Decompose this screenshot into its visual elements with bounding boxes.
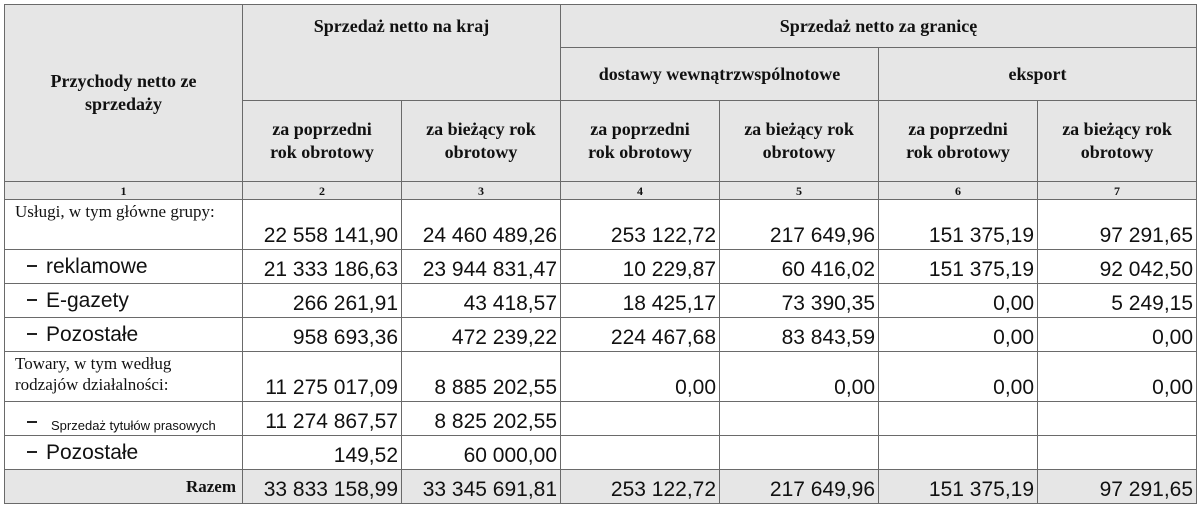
row-label-text: reklamowe: [46, 254, 148, 278]
table-cell: 10 229,87: [560, 249, 721, 284]
table-cell: 24 460 489,26: [400, 199, 562, 250]
table-cell: 217 649,96: [719, 199, 880, 250]
total-cell: 253 122,72: [560, 469, 721, 504]
export-prev-year-header: za poprzedni rok obrotowy: [878, 100, 1039, 182]
intra-eu-curr-year-header: za bieżący rok obrotowy: [719, 100, 880, 182]
dash-icon: [27, 264, 37, 267]
table-cell-empty: [560, 435, 721, 470]
table-cell: 224 467,68: [560, 317, 721, 352]
row-label-header: Przychody netto ze sprzedaży: [4, 4, 243, 182]
table-cell: 23 944 831,47: [400, 249, 562, 284]
row-label-text: E-gazety: [46, 288, 129, 312]
foreign-sales-header: Sprzedaż netto za granicę: [560, 4, 1198, 48]
total-cell: 151 375,19: [878, 469, 1039, 504]
column-number: 3: [400, 181, 562, 200]
table-row: Sprzedaż tytułów prasowych 11 274 867,57…: [4, 401, 1198, 436]
table-row: Pozostałe 149,52 60 000,00: [4, 435, 1198, 470]
column-number: 4: [560, 181, 721, 200]
table-cell: 0,00: [1037, 351, 1198, 402]
table-row: Pozostałe 958 693,36 472 239,22 224 467,…: [4, 317, 1198, 352]
table-cell: 97 291,65: [1037, 199, 1198, 250]
table-cell: 60 000,00: [400, 435, 562, 470]
table-cell: 958 693,36: [242, 317, 402, 352]
table-cell-empty: [1037, 435, 1198, 470]
table-cell-empty: [560, 401, 721, 436]
table-cell: 5 249,15: [1037, 283, 1198, 318]
row-label-text: Pozostałe: [46, 440, 139, 464]
total-cell: 217 649,96: [719, 469, 880, 504]
table-cell-empty: [719, 401, 880, 436]
table-cell: 11 275 017,09: [242, 351, 402, 402]
total-cell: 97 291,65: [1037, 469, 1198, 504]
dash-icon: [27, 332, 37, 335]
row-label: Pozostałe: [4, 317, 243, 352]
table-cell: 149,52: [242, 435, 402, 470]
table-cell: 151 375,19: [878, 199, 1039, 250]
table-cell: 8 885 202,55: [400, 351, 562, 402]
table-row: Usługi, w tym główne grupy: 22 558 141,9…: [4, 199, 1198, 250]
dash-icon: [27, 450, 37, 453]
total-label: Razem: [4, 469, 243, 504]
table-row: E-gazety 266 261,91 43 418,57 18 425,17 …: [4, 283, 1198, 318]
table-cell: 92 042,50: [1037, 249, 1198, 284]
row-label: Pozostałe: [4, 435, 243, 470]
total-cell: 33 833 158,99: [242, 469, 402, 504]
table-cell: 0,00: [1037, 317, 1198, 352]
table-cell: 0,00: [560, 351, 721, 402]
table-cell: 21 333 186,63: [242, 249, 402, 284]
domestic-sales-header: Sprzedaż netto na kraj: [241, 4, 562, 101]
intra-eu-header: dostawy wewnątrzwspólnotowe: [560, 47, 880, 101]
column-number: 7: [1037, 181, 1198, 200]
table-cell: 11 274 867,57: [242, 401, 402, 436]
export-curr-year-header: za bieżący rok obrotowy: [1037, 100, 1198, 182]
row-label: reklamowe: [4, 249, 243, 284]
table-cell: 253 122,72: [560, 199, 721, 250]
table-row: Towary, w tym według rodzajów działalnoś…: [4, 351, 1198, 402]
table-cell: 43 418,57: [400, 283, 562, 318]
column-number: 6: [878, 181, 1039, 200]
intra-eu-prev-year-header: za poprzedni rok obrotowy: [560, 100, 721, 182]
table-cell: 0,00: [878, 351, 1039, 402]
revenue-table: Przychody netto ze sprzedaży Sprzedaż ne…: [4, 4, 1198, 504]
row-label: Towary, w tym według rodzajów działalnoś…: [4, 351, 243, 402]
table-cell: 0,00: [878, 317, 1039, 352]
total-cell: 33 345 691,81: [400, 469, 562, 504]
table-cell-empty: [1037, 401, 1198, 436]
table-cell: 8 825 202,55: [400, 401, 562, 436]
table-cell: 73 390,35: [719, 283, 880, 318]
row-label: Sprzedaż tytułów prasowych: [4, 401, 243, 436]
table-cell: 22 558 141,90: [242, 199, 402, 250]
table-cell: 472 239,22: [400, 317, 562, 352]
row-label-text: Sprzedaż tytułów prasowych: [51, 418, 216, 433]
domestic-prev-year-header: za poprzedni rok obrotowy: [242, 100, 402, 182]
table-cell: 266 261,91: [242, 283, 402, 318]
table-cell: 60 416,02: [719, 249, 880, 284]
table-cell: 18 425,17: [560, 283, 721, 318]
domestic-curr-year-header: za bieżący rok obrotowy: [400, 100, 562, 182]
dash-icon: [27, 420, 37, 423]
row-label: Usługi, w tym główne grupy:: [4, 199, 243, 250]
row-label-text: Pozostałe: [46, 322, 139, 346]
table-cell-empty: [719, 435, 880, 470]
table-cell-empty: [878, 435, 1039, 470]
row-label: E-gazety: [4, 283, 243, 318]
export-header: eksport: [878, 47, 1198, 101]
table-cell-empty: [878, 401, 1039, 436]
table-cell: 0,00: [719, 351, 880, 402]
total-row: Razem 33 833 158,99 33 345 691,81 253 12…: [4, 469, 1198, 504]
table-row: reklamowe 21 333 186,63 23 944 831,47 10…: [4, 249, 1198, 284]
table-cell: 83 843,59: [719, 317, 880, 352]
column-number: 5: [719, 181, 880, 200]
column-number: 2: [242, 181, 402, 200]
table-cell: 0,00: [878, 283, 1039, 318]
dash-icon: [27, 298, 37, 301]
column-number: 1: [4, 181, 243, 200]
table-cell: 151 375,19: [878, 249, 1039, 284]
